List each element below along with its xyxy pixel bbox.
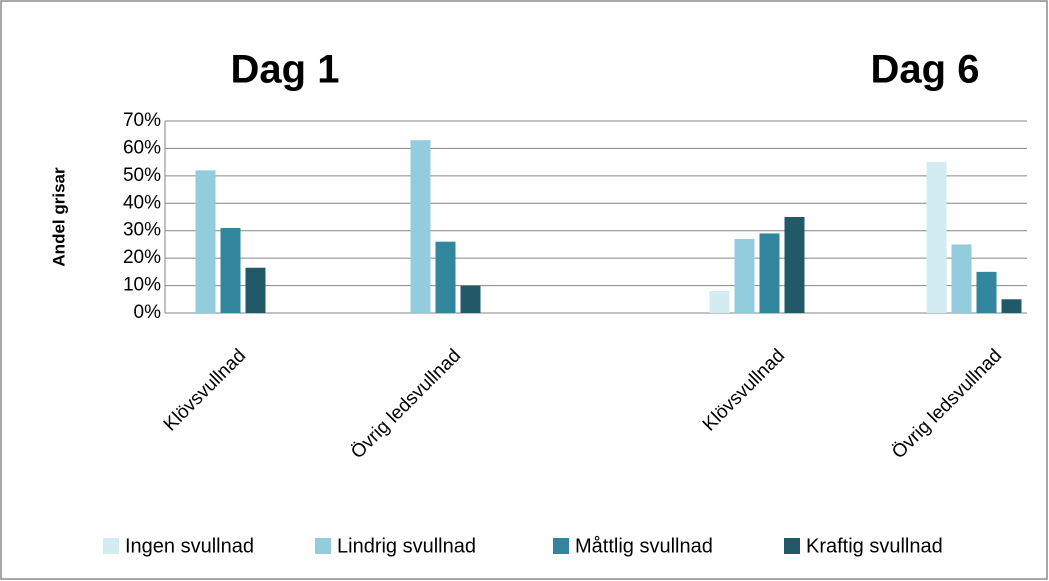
legend-label: Kraftig svullnad bbox=[806, 535, 943, 557]
bar bbox=[784, 217, 805, 313]
y-tick-label: 20% bbox=[123, 247, 161, 268]
bar bbox=[926, 162, 947, 313]
legend-label: Ingen svullnad bbox=[125, 535, 254, 557]
bar bbox=[460, 285, 481, 313]
chart-title: Dag 6 bbox=[871, 48, 980, 92]
legend-swatch bbox=[553, 538, 569, 554]
bar bbox=[245, 267, 266, 313]
y-tick-label: 10% bbox=[123, 275, 161, 296]
y-tick-label: 50% bbox=[123, 165, 161, 186]
y-tick-label: 0% bbox=[134, 302, 162, 323]
bar bbox=[709, 291, 730, 313]
legend-label: Lindrig svullnad bbox=[337, 535, 476, 557]
bar bbox=[195, 170, 216, 313]
bar bbox=[220, 227, 241, 313]
y-tick-label: 30% bbox=[123, 220, 161, 241]
y-tick-label: 70% bbox=[123, 110, 161, 131]
bar bbox=[435, 241, 456, 313]
legend-swatch bbox=[103, 538, 119, 554]
bar bbox=[759, 233, 780, 313]
legend-label: Måttlig svullnad bbox=[575, 535, 713, 557]
y-tick-label: 40% bbox=[123, 192, 161, 213]
bar bbox=[1001, 299, 1022, 313]
y-axis-label: Andel grisar bbox=[49, 167, 68, 267]
bar bbox=[410, 140, 431, 313]
y-tick-label: 60% bbox=[123, 137, 161, 158]
legend-swatch bbox=[315, 538, 331, 554]
chart-title: Dag 1 bbox=[231, 48, 340, 92]
bar bbox=[734, 238, 755, 313]
legend-swatch bbox=[784, 538, 800, 554]
bar bbox=[951, 244, 972, 313]
bar bbox=[976, 271, 997, 313]
